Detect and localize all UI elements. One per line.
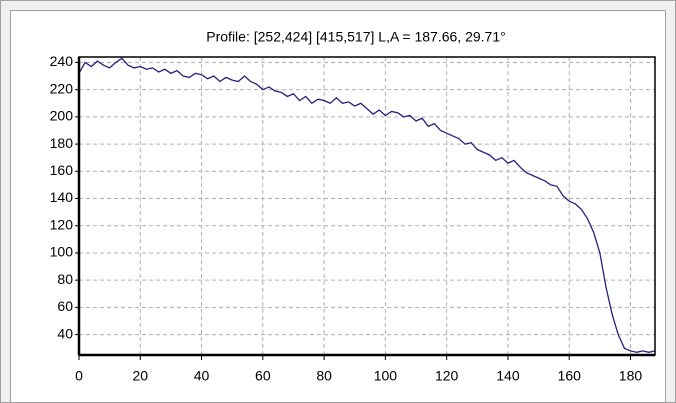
x-tick-label: 180	[619, 368, 643, 384]
y-tick-label: 120	[50, 216, 74, 232]
y-tick-label: 60	[57, 298, 73, 314]
x-tick-label: 80	[316, 368, 332, 384]
x-tick-label: 140	[496, 368, 520, 384]
y-tick-label: 80	[57, 271, 73, 287]
y-tick-label: 140	[50, 189, 74, 205]
x-tick-label: 160	[558, 368, 582, 384]
chart-title: Profile: [252,424] [415,517] L,A = 187.6…	[206, 29, 505, 45]
plot-area	[79, 57, 655, 355]
y-tick-label: 220	[50, 80, 74, 96]
y-tick-label: 100	[50, 244, 74, 260]
x-tick-label: 20	[132, 368, 148, 384]
x-tick-label: 40	[194, 368, 210, 384]
x-tick-label: 0	[75, 368, 83, 384]
y-tick-label: 40	[57, 325, 73, 341]
x-tick-label: 100	[374, 368, 398, 384]
x-tick-label: 60	[255, 368, 271, 384]
y-tick-label: 240	[50, 53, 74, 69]
profile-line	[78, 57, 656, 353]
x-tick-label: 120	[435, 368, 459, 384]
y-tick-label: 200	[50, 108, 74, 124]
y-tick-label: 160	[50, 162, 74, 178]
y-tick-label: 180	[50, 135, 74, 151]
